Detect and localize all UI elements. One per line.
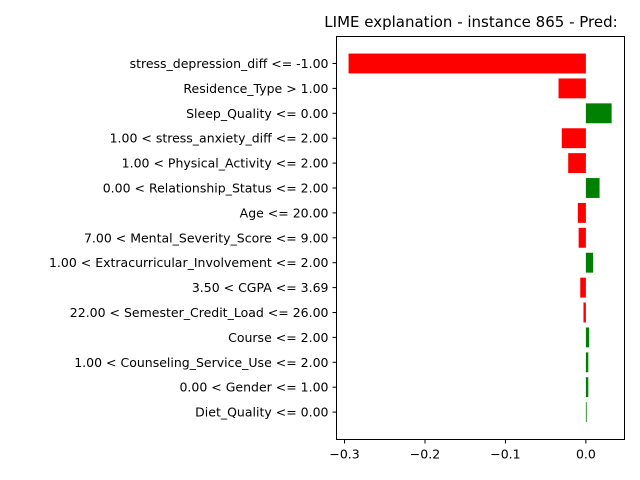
bar bbox=[585, 178, 600, 198]
x-tick-label: −0.1 bbox=[490, 447, 520, 462]
axes-frame bbox=[336, 36, 625, 440]
x-tick-label: −0.2 bbox=[410, 447, 440, 462]
bar bbox=[580, 277, 586, 298]
y-tick-label: 0.00 < Relationship_Status <= 2.00 bbox=[103, 181, 329, 196]
y-tick-label: stress_depression_diff <= -1.00 bbox=[130, 56, 329, 71]
y-tick-label: Age <= 20.00 bbox=[240, 205, 329, 220]
y-tick-label: 0.00 < Gender <= 1.00 bbox=[179, 380, 328, 395]
bar bbox=[585, 327, 590, 348]
bar bbox=[558, 78, 586, 99]
x-tick-label: −0.3 bbox=[329, 447, 359, 462]
x-tick-label: 0.0 bbox=[576, 447, 596, 462]
y-tick-labels: stress_depression_diff <= -1.00 Residence… bbox=[49, 56, 337, 420]
y-tick-label: Diet_Quality <= 0.00 bbox=[195, 405, 328, 420]
y-tick-label: 1.00 < Extracurricular_Involvement <= 2.… bbox=[49, 255, 329, 270]
bars-layer bbox=[348, 53, 612, 423]
bar bbox=[585, 252, 594, 273]
bar bbox=[568, 153, 586, 174]
bar bbox=[585, 103, 612, 124]
bar bbox=[585, 402, 587, 423]
y-tick-label: 1.00 < Physical_Activity <= 2.00 bbox=[122, 156, 329, 171]
x-ticks: −0.3 −0.2 −0.1 0.0 bbox=[329, 439, 596, 462]
bar bbox=[577, 202, 586, 223]
y-tick-label: 1.00 < stress_anxiety_diff <= 2.00 bbox=[110, 131, 329, 146]
bar bbox=[583, 302, 586, 323]
bar bbox=[585, 352, 589, 373]
y-tick-label: 7.00 < Mental_Severity_Score <= 9.00 bbox=[84, 230, 329, 245]
y-tick-label: 1.00 < Counseling_Service_Use <= 2.00 bbox=[74, 355, 328, 370]
bar bbox=[348, 53, 586, 74]
y-tick-label: 22.00 < Semester_Credit_Load <= 26.00 bbox=[70, 305, 329, 320]
chart-title: LIME explanation - instance 865 - Pred: bbox=[324, 13, 617, 31]
y-tick-label: Course <= 2.00 bbox=[228, 330, 328, 345]
y-tick-label: Residence_Type > 1.00 bbox=[183, 81, 328, 96]
bar bbox=[561, 128, 586, 149]
bar bbox=[578, 227, 586, 248]
bar bbox=[585, 377, 589, 398]
y-tick-label: Sleep_Quality <= 0.00 bbox=[186, 106, 328, 121]
y-tick-label: 3.50 < CGPA <= 3.69 bbox=[192, 280, 329, 295]
